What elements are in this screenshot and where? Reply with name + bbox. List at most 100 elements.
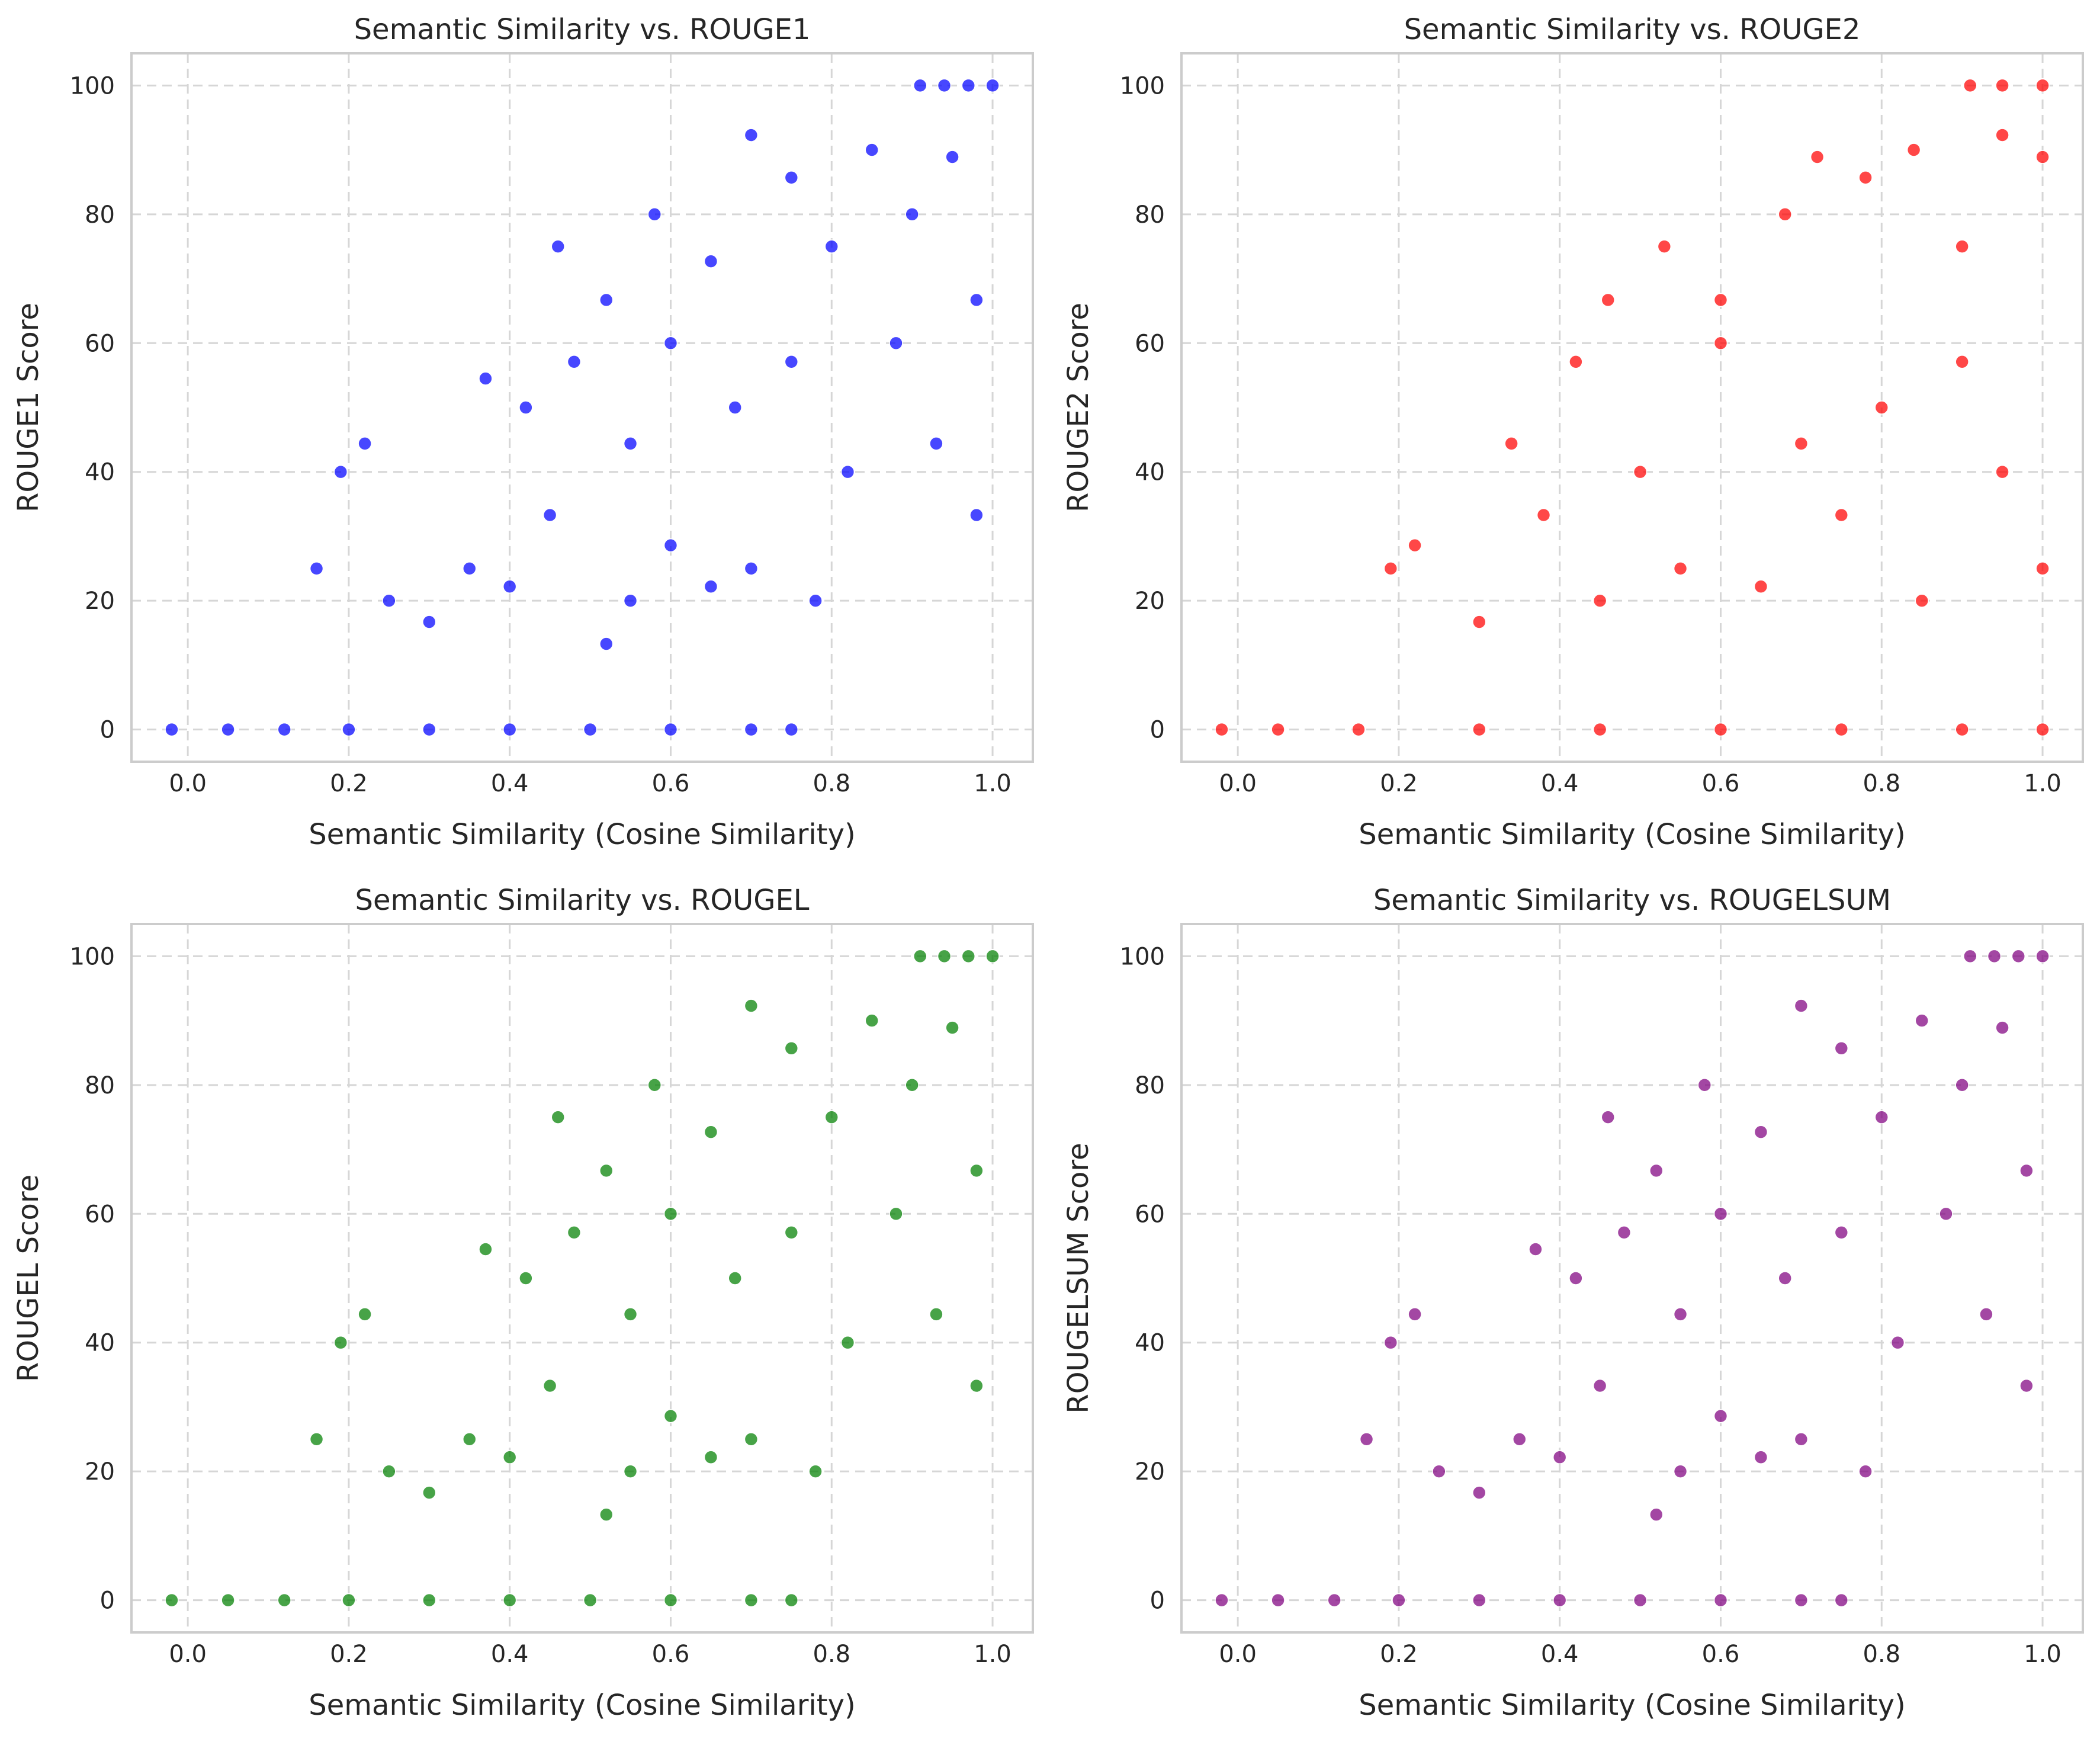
- scatter-point: [784, 722, 799, 737]
- chart-title: Semantic Similarity vs. ROUGELSUM: [1373, 884, 1891, 917]
- x-tick-label: 1.0: [974, 770, 1012, 797]
- scatter-point: [663, 722, 678, 737]
- scatter-point: [1383, 562, 1398, 576]
- scatter-point: [744, 128, 759, 142]
- scatter-point: [567, 355, 582, 369]
- scatter-point: [937, 78, 952, 93]
- scatter-point: [1536, 508, 1551, 522]
- x-tick-label: 0.8: [813, 1641, 850, 1668]
- chart-title: Semantic Similarity vs. ROUGE2: [1404, 13, 1861, 46]
- y-tick-label: 20: [1135, 1458, 1165, 1486]
- scatter-point: [1472, 722, 1486, 737]
- x-tick-label: 1.0: [2024, 770, 2062, 797]
- scatter-point: [1649, 1163, 1664, 1178]
- y-tick-label: 80: [85, 1072, 115, 1099]
- scatter-point: [1995, 128, 2009, 142]
- scatter-point: [808, 1464, 823, 1478]
- scatter-point: [382, 594, 396, 608]
- scatter-point: [2035, 150, 2050, 164]
- x-tick-label: 0.2: [1380, 770, 1418, 797]
- x-tick-label: 0.6: [1702, 770, 1740, 797]
- y-tick-label: 40: [1135, 459, 1165, 486]
- y-axis-label: ROUGEL Score: [12, 1175, 45, 1382]
- scatter-point: [1569, 355, 1583, 369]
- scatter-point: [599, 1507, 614, 1522]
- x-tick-label: 0.0: [1219, 1641, 1257, 1668]
- scatter-point: [913, 949, 927, 964]
- scatter-point: [647, 207, 662, 222]
- scatter-point: [728, 400, 742, 415]
- scatter-point: [744, 562, 759, 576]
- scatter-point: [1673, 562, 1688, 576]
- x-tick-label: 0.8: [1863, 770, 1900, 797]
- y-axis-label: ROUGELSUM Score: [1062, 1143, 1095, 1413]
- y-tick-label: 20: [85, 1458, 115, 1486]
- scatter-point: [2019, 1378, 2034, 1393]
- x-tick-label: 0.2: [330, 1641, 368, 1668]
- scatter-point: [221, 722, 235, 737]
- scatter-point: [1327, 1593, 1341, 1608]
- scatter-point: [1955, 239, 1969, 254]
- plot-frame: [1180, 52, 2084, 763]
- scatter-point: [1858, 171, 1873, 185]
- scatter-point: [1955, 722, 1969, 737]
- scatter-point: [2019, 1163, 2034, 1178]
- scatter-point: [1649, 1507, 1664, 1522]
- scatter-point: [1569, 1271, 1583, 1285]
- scatter-point: [1995, 78, 2009, 93]
- y-tick-label: 0: [1150, 717, 1165, 744]
- x-tick-label: 0.4: [491, 770, 529, 797]
- scatter-point: [333, 1335, 348, 1350]
- scatter-point: [309, 1432, 324, 1446]
- chart-title: Semantic Similarity vs. ROUGEL: [355, 884, 809, 917]
- scatter-point: [1633, 464, 1648, 479]
- scatter-point: [1392, 1593, 1406, 1608]
- scatter-point: [1601, 293, 1616, 307]
- scatter-point: [913, 78, 927, 93]
- scatter-point: [1617, 1226, 1632, 1240]
- scatter-point: [784, 1593, 799, 1608]
- scatter-point: [1552, 1450, 1567, 1465]
- scatter-point: [1858, 1464, 1873, 1478]
- scatter-point: [333, 464, 348, 479]
- scatter-point: [1592, 1378, 1607, 1393]
- scatter-point: [623, 594, 638, 608]
- scatter-point: [1633, 1593, 1648, 1608]
- scatter-point: [583, 1593, 598, 1608]
- scatter-point: [1995, 1021, 2009, 1035]
- x-tick-label: 1.0: [974, 1641, 1012, 1668]
- x-tick-label: 1.0: [2024, 1641, 2062, 1668]
- scatter-point: [969, 1378, 984, 1393]
- y-tick-label: 100: [70, 72, 115, 100]
- scatter-point: [1713, 1409, 1728, 1423]
- y-tick-label: 0: [1150, 1587, 1165, 1615]
- scatter-point: [1215, 722, 1229, 737]
- scatter-point: [663, 336, 678, 351]
- scatter-point: [1754, 1450, 1768, 1465]
- scatter-point: [889, 336, 903, 351]
- scatter-point: [663, 1593, 678, 1608]
- scatter-point: [1810, 150, 1825, 164]
- scatter-point: [1713, 293, 1728, 307]
- scatter-point: [1713, 1593, 1728, 1608]
- chart-panel-rougelsum: Semantic Similarity vs. ROUGELSUM 0.0 0.2…: [1050, 871, 2100, 1742]
- scatter-point: [1271, 1593, 1285, 1608]
- scatter-point: [1552, 1593, 1567, 1608]
- scatter-point: [1754, 579, 1768, 594]
- scatter-point: [1713, 336, 1728, 351]
- scatter-point: [1529, 1242, 1543, 1256]
- scatter-point: [969, 508, 984, 522]
- scatter-point: [1713, 1207, 1728, 1221]
- x-tick-label: 0.0: [169, 770, 207, 797]
- y-tick-label: 80: [85, 201, 115, 229]
- scatter-point: [704, 254, 718, 268]
- scatter-chart-rouge2: Semantic Similarity vs. ROUGE2 0.0 0.2 0.4…: [1062, 13, 2084, 851]
- scatter-point: [1987, 949, 2002, 964]
- scatter-point: [647, 1078, 662, 1092]
- y-tick-label: 20: [1135, 588, 1165, 615]
- scatter-point: [808, 594, 823, 608]
- scatter-point: [623, 437, 638, 451]
- scatter-point: [567, 1226, 582, 1240]
- scatter-point: [744, 1432, 759, 1446]
- x-tick-label: 0.6: [652, 1641, 690, 1668]
